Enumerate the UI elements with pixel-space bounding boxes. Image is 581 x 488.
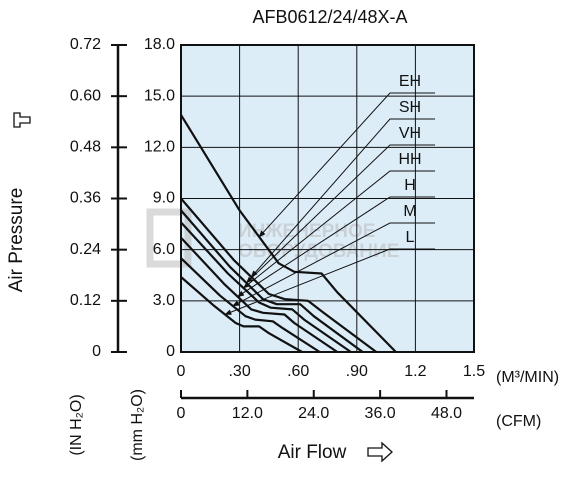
y2-tick-label: 0.24 (70, 241, 101, 258)
series-label: L (406, 229, 415, 246)
chart-title: AFB0612/24/48X-A (252, 7, 407, 27)
x2-tick-label: 48.0 (431, 405, 462, 422)
series-label: HH (398, 151, 421, 168)
y2-tick-label: 0.12 (70, 292, 101, 309)
y-axis-title: Air Pressure (6, 188, 27, 293)
y-tick-label: 6.0 (153, 241, 175, 258)
y2-tick-label: 0.60 (70, 87, 101, 104)
x2-tick-label: 12.0 (232, 405, 263, 422)
series-label: VH (399, 125, 421, 142)
series-line (180, 257, 321, 353)
leader-line (224, 248, 435, 315)
leader-line (232, 222, 435, 307)
y-tick-label: 12.0 (144, 139, 175, 156)
series-line (180, 236, 338, 353)
series-label: H (404, 177, 416, 194)
series-line (180, 114, 397, 353)
series-line (180, 209, 364, 353)
x-tick-label: .60 (287, 363, 309, 380)
y2-tick-label: 0.72 (70, 36, 101, 53)
x-tick-label: 1.5 (463, 363, 485, 380)
x2-tick-label: 24.0 (298, 405, 329, 422)
watermark: ИНЖЕНЕРНОЕ (238, 221, 375, 242)
y-axis-arrow (13, 112, 31, 128)
y-tick-label: 9.0 (153, 190, 175, 207)
series-line (180, 276, 303, 353)
leader-line (242, 170, 435, 289)
leader-line (258, 92, 435, 238)
series-line (180, 221, 352, 353)
leader-line (250, 118, 435, 278)
y2-tick-label: 0.36 (70, 190, 101, 207)
y2-tick-label: 0.48 (70, 139, 101, 156)
x-axis-arrow (367, 441, 393, 463)
y-tick-label: 15.0 (144, 87, 175, 104)
series-label: EH (399, 73, 421, 90)
y-tick-label: 18.0 (144, 36, 175, 53)
x-tick-label: 0 (177, 363, 186, 380)
x-tick-label: 1.2 (404, 363, 426, 380)
y-tick-label: 3.0 (153, 292, 175, 309)
series-label: SH (399, 99, 421, 116)
y-tick-label: 0 (166, 343, 175, 360)
y2-tick-label: 0 (92, 343, 101, 360)
x-axis-title: Air Flow (278, 442, 347, 463)
x-tick-label: .30 (228, 363, 250, 380)
x2-tick-label: 0 (177, 405, 186, 422)
leader-line (237, 196, 435, 298)
y2-unit: (IN H₂O) (68, 394, 85, 455)
x-unit: (M³/MIN) (496, 369, 559, 386)
x-tick-label: .90 (346, 363, 368, 380)
series-label: M (403, 203, 416, 220)
y-unit: (mm H₂O) (129, 389, 146, 461)
watermark-logo (146, 208, 192, 268)
leader-line (245, 144, 435, 284)
series-line (180, 197, 377, 353)
x2-unit: (CFM) (496, 413, 541, 430)
x2-tick-label: 36.0 (365, 405, 396, 422)
